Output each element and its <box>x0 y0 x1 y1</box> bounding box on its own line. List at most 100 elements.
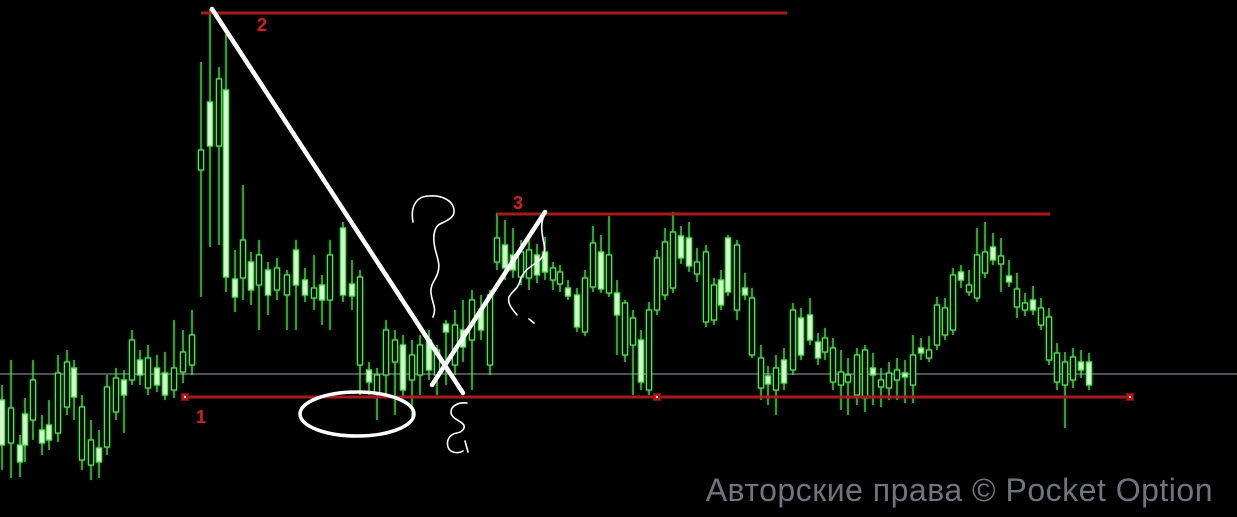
candle-body <box>869 367 877 376</box>
candle-body <box>1029 299 1037 311</box>
candle-body <box>717 279 725 306</box>
candle-body <box>63 361 71 408</box>
candle-body <box>179 351 187 373</box>
level-marker-center <box>656 396 658 398</box>
freehand-squiggle-3 <box>446 402 469 454</box>
candle-body <box>621 302 629 356</box>
candle-body <box>399 344 407 391</box>
candle-body <box>16 444 24 463</box>
candle-body <box>710 284 718 321</box>
candle-body <box>1061 361 1069 386</box>
candle-body <box>310 287 318 299</box>
candle-body <box>197 149 205 171</box>
candle-body <box>136 359 144 376</box>
candle-body <box>1005 275 1013 283</box>
candle-body <box>702 251 710 323</box>
candle-body <box>1037 307 1045 326</box>
candle-body <box>292 249 300 286</box>
candle-body <box>564 287 572 297</box>
candle-body <box>1021 302 1029 311</box>
candle-body <box>837 371 845 386</box>
candle-body <box>772 367 780 391</box>
candle-body <box>21 413 29 446</box>
candle-body <box>997 255 1005 265</box>
candle-body <box>70 367 78 398</box>
level-label-1: 1 <box>196 407 207 427</box>
candle-body <box>54 372 62 434</box>
candle-body <box>273 267 281 291</box>
candle-body <box>973 254 981 299</box>
candle-body <box>941 307 949 336</box>
candle-body <box>255 254 263 286</box>
candle-body <box>757 357 765 389</box>
candle-body <box>685 237 693 267</box>
candle-body <box>486 294 494 366</box>
candle-body <box>814 341 822 359</box>
candle-body <box>677 235 685 259</box>
candle-body <box>95 447 103 463</box>
candle-body <box>965 284 973 293</box>
candle-body <box>326 254 334 301</box>
candle-body <box>1077 361 1085 371</box>
candle-body <box>1053 352 1061 383</box>
trendline-2[interactable] <box>429 209 548 388</box>
candle-body <box>1013 288 1021 308</box>
candle-body <box>981 251 989 274</box>
candle-body <box>764 375 772 385</box>
candle-body <box>7 407 15 444</box>
candle-body <box>917 347 925 354</box>
candle-body <box>844 374 852 383</box>
candle-body <box>222 89 230 278</box>
candle-body <box>885 372 893 389</box>
candle-body <box>637 339 645 383</box>
freehand-squiggle-1 <box>411 195 455 318</box>
copyright-watermark: Авторские права © Pocket Option <box>705 472 1213 508</box>
candle-body <box>128 339 136 381</box>
candle-body <box>645 309 653 391</box>
candle-body <box>170 367 178 391</box>
candle-body <box>120 379 128 396</box>
level-label-3: 3 <box>513 193 524 213</box>
candle-body <box>949 274 957 331</box>
candle-body <box>408 354 416 381</box>
candle-body <box>909 354 917 386</box>
candle-body <box>382 329 390 376</box>
candle-body <box>442 323 450 333</box>
candle-body <box>78 406 86 461</box>
candle-body <box>724 237 732 293</box>
ellipse-annotation[interactable] <box>298 390 416 438</box>
candle-body <box>821 337 829 353</box>
candle-body <box>365 369 373 383</box>
candle-body <box>748 297 756 356</box>
candle-body <box>629 317 637 346</box>
candle-body <box>348 283 356 297</box>
candle-body <box>1085 361 1093 386</box>
level-marker-center <box>184 396 186 398</box>
candle-body <box>933 304 941 346</box>
candle-body <box>416 344 424 376</box>
candle-body <box>188 334 196 366</box>
candle-body <box>669 231 677 289</box>
candle-body <box>989 246 997 261</box>
candle-body <box>877 379 885 388</box>
candle-body <box>733 244 741 311</box>
candle-body <box>247 261 255 291</box>
candle-body <box>541 251 549 273</box>
trendline-1[interactable] <box>209 6 466 396</box>
candle-body <box>797 317 805 356</box>
candle-body <box>925 349 933 359</box>
candle-body <box>339 227 347 296</box>
candle-body <box>283 274 291 296</box>
candle-body <box>549 267 557 281</box>
candle-body <box>829 347 837 383</box>
candle-body <box>589 242 597 288</box>
candle-body <box>957 271 965 281</box>
candle-body <box>45 424 53 441</box>
level-label-2: 2 <box>257 15 268 35</box>
candle-body <box>525 249 533 279</box>
candle-body <box>1045 316 1053 361</box>
candle-body <box>533 254 541 276</box>
candle-body <box>391 339 399 363</box>
candle-body <box>901 372 909 378</box>
